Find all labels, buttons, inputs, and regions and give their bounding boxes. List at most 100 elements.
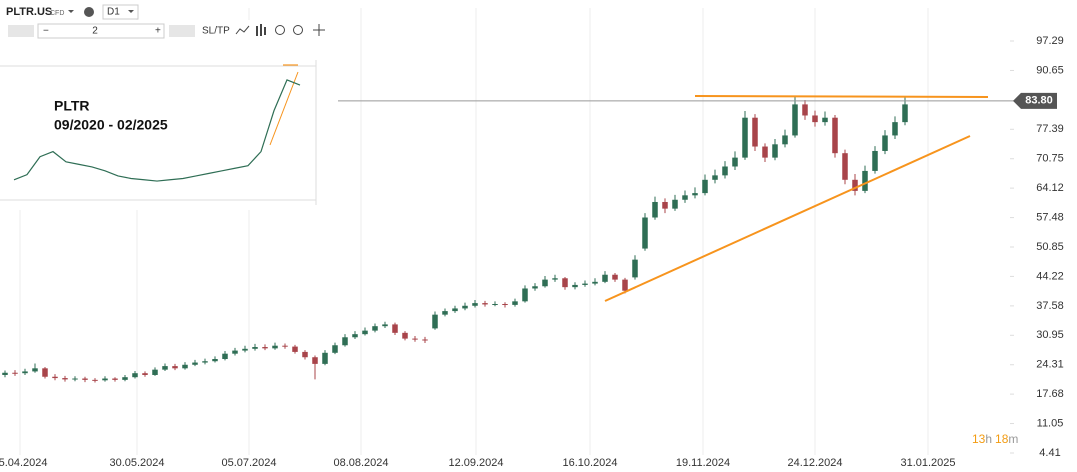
info-icon[interactable] [84, 7, 94, 17]
candle-body [312, 357, 318, 364]
pan-tool[interactable] [313, 24, 325, 36]
candle-body [622, 279, 628, 291]
candle-body [842, 153, 848, 180]
candle-body [92, 379, 98, 381]
candle-body [772, 144, 778, 158]
candle-body [282, 345, 288, 347]
candle-body [642, 217, 648, 249]
dropdown-arrow[interactable] [128, 10, 134, 13]
bid-box[interactable] [8, 25, 34, 37]
candle-body [692, 193, 698, 196]
candle-body [292, 346, 298, 352]
countdown: 13h 18m [972, 432, 1018, 446]
candle-body [382, 324, 388, 327]
candle-body [122, 377, 128, 380]
hours-unit: h [985, 432, 992, 446]
x-tick-label: 30.05.2024 [109, 457, 164, 469]
candle-body [472, 303, 478, 306]
candle-body [182, 364, 188, 369]
candle-body [892, 122, 898, 136]
candle-body [272, 345, 278, 349]
candle-body [492, 304, 498, 306]
candle-body [822, 117, 828, 123]
candle-body [682, 195, 688, 200]
candle-body [262, 347, 268, 349]
timeframe: D1 [107, 7, 120, 18]
minus: − [43, 26, 49, 37]
candle-body [852, 179, 858, 191]
candle-body [12, 372, 18, 374]
candle-body [422, 339, 428, 341]
candle-body [392, 324, 398, 333]
candle-body [332, 345, 338, 353]
dropdown-arrow[interactable] [68, 10, 74, 13]
candle-body [612, 274, 618, 280]
candle-body [832, 117, 838, 154]
toolbar: PLTR.US CFD D1 − 2 + SL/TP [6, 4, 325, 39]
candle-body [52, 376, 58, 379]
x-tick-label: 31.01.2025 [900, 457, 955, 469]
trendline [604, 135, 971, 302]
candle-body [232, 350, 238, 354]
timeframe-select[interactable] [102, 4, 139, 20]
candle-body [142, 373, 148, 375]
candle-body [242, 348, 248, 351]
x-tick-label: 19.11.2024 [676, 457, 730, 469]
candle-body [192, 362, 198, 365]
candle-body [562, 278, 568, 288]
quantity-input[interactable] [37, 23, 165, 39]
minutes: 18 [995, 432, 1009, 446]
candle-body [872, 150, 878, 171]
candle-body [802, 104, 808, 116]
x-tick-label: 12.09.2024 [448, 457, 503, 469]
candle-body [792, 104, 798, 136]
candle-body [352, 334, 358, 338]
candle-body [22, 371, 28, 374]
candle-body [432, 314, 438, 329]
x-tick-label: 25.04.2024 [0, 457, 48, 469]
x-tick-label: 08.08.2024 [333, 457, 388, 469]
zoom-out[interactable] [275, 25, 285, 35]
y-tick-label: 64.12 [1036, 182, 1064, 194]
candle-body [742, 117, 748, 158]
inset-title: PLTR [54, 98, 90, 114]
candle-body [652, 201, 658, 218]
inset-bg [0, 20, 338, 210]
candle-body [532, 286, 538, 289]
candle-tool[interactable] [256, 24, 266, 36]
sltp[interactable]: SL/TP [202, 26, 230, 37]
quantity: 2 [92, 26, 98, 37]
line-tool[interactable] [235, 25, 250, 35]
candle-body [32, 368, 38, 372]
candle-body [902, 104, 908, 123]
y-tick-label: 24.31 [1036, 359, 1064, 371]
ask-box[interactable] [169, 25, 195, 37]
candle-body [782, 135, 788, 145]
hours: 13 [972, 432, 986, 446]
candle-body [592, 281, 598, 284]
candle-body [2, 372, 8, 375]
symbol[interactable]: PLTR.US [6, 6, 52, 18]
candle-body [632, 259, 638, 278]
y-tick-label: 70.75 [1036, 153, 1064, 165]
candle-body [162, 366, 168, 370]
inset-period: 09/2020 - 02/2025 [54, 117, 168, 133]
candle-body [152, 369, 158, 375]
candle-body [882, 135, 888, 151]
candle-body [522, 288, 528, 302]
candle-body [42, 368, 48, 377]
candle-body [112, 378, 118, 380]
candle-body [572, 284, 578, 288]
zoom-in[interactable] [293, 25, 303, 35]
candle-body [512, 301, 518, 305]
y-tick-label: 4.41 [1039, 447, 1060, 459]
candle-body [452, 308, 458, 312]
y-tick-label: 77.39 [1036, 123, 1064, 135]
inset-trendline [269, 71, 299, 146]
candle-body [672, 199, 678, 209]
candle-body [252, 347, 258, 349]
price-chart: 97.29 90.65 77.39 70.75 64.12 57.48 50.85 44.22… [0, 8, 1064, 469]
y-tick-label: 97.29 [1036, 35, 1064, 47]
candle-body [222, 353, 228, 360]
